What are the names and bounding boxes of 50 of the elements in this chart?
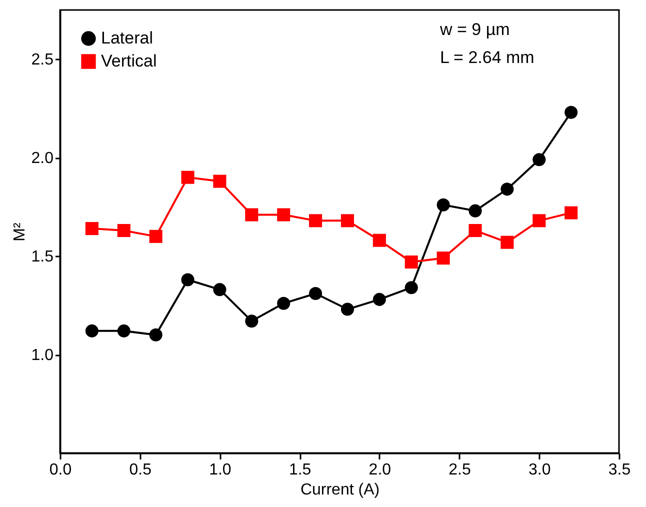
point — [532, 214, 546, 228]
point — [340, 302, 354, 316]
point — [500, 182, 514, 196]
point — [532, 153, 546, 166]
x-tick-label: 3.0 — [528, 462, 551, 478]
point — [213, 283, 226, 296]
x-tick-label: 3.5 — [608, 462, 631, 478]
point — [436, 252, 450, 265]
point — [149, 328, 162, 342]
legend-label: Vertical — [101, 52, 157, 70]
y-tick-label: 1.5 — [31, 248, 54, 266]
x-tick-label: 2.0 — [368, 462, 392, 478]
point — [564, 206, 578, 220]
point — [277, 296, 290, 310]
point — [117, 224, 130, 238]
x-tick-label: 0.5 — [129, 462, 152, 478]
legend-label: Lateral — [101, 28, 153, 48]
x-tick-label: 2.5 — [448, 462, 472, 478]
point — [213, 174, 226, 188]
point — [340, 214, 354, 228]
x-tick-label: 0.0 — [49, 462, 72, 478]
y-tick-label: 2.0 — [31, 150, 54, 168]
y-tick-label: 1.0 — [31, 347, 54, 364]
point — [468, 204, 482, 218]
x-axis-title: Current (A) — [300, 482, 380, 498]
point — [117, 324, 130, 338]
annotation: w = 9 µm — [439, 20, 510, 39]
y-tick-label: 2.5 — [31, 52, 54, 69]
point — [245, 314, 258, 328]
point — [404, 281, 418, 294]
point — [404, 256, 418, 269]
x-tick-label: 1.5 — [288, 462, 312, 478]
point — [277, 208, 290, 222]
point — [85, 222, 98, 236]
point — [436, 198, 450, 212]
point — [309, 214, 322, 228]
point — [372, 234, 386, 247]
point — [181, 170, 194, 184]
point — [85, 324, 98, 338]
point — [181, 273, 194, 286]
point — [372, 292, 386, 306]
y-axis-title: M² — [11, 222, 28, 242]
point — [564, 106, 578, 119]
annotation: L = 2.64 mm — [440, 48, 534, 67]
x-tick-label: 1.0 — [209, 462, 232, 478]
point — [468, 224, 482, 238]
point — [309, 287, 322, 300]
point — [149, 230, 162, 243]
point — [245, 208, 258, 222]
point — [500, 236, 514, 249]
